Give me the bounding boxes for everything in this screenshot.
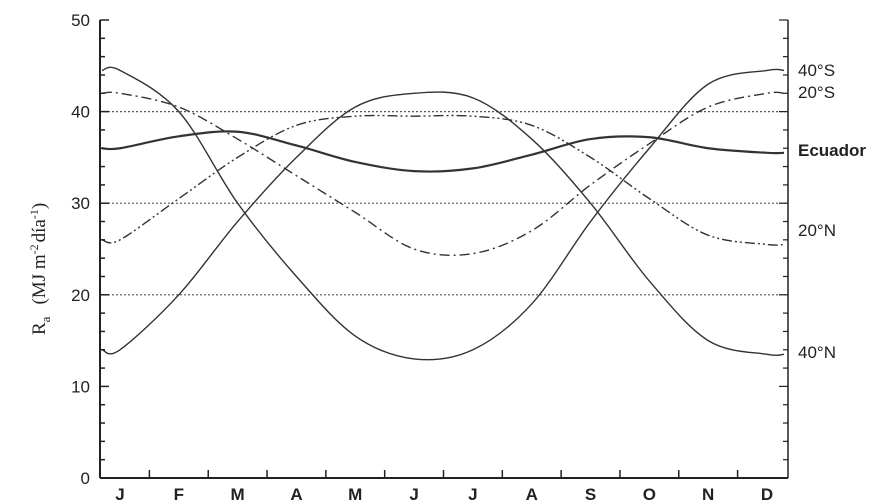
series-label-3: 20°N xyxy=(798,221,836,240)
x-tick-label-5: M xyxy=(348,485,362,504)
series-line-1 xyxy=(101,91,785,256)
y-axis-label-sub: a xyxy=(38,316,53,322)
x-tick-label-8: A xyxy=(526,485,538,504)
series-labels: 40°S 20°S Ecuador 20°N 40°N xyxy=(798,61,866,362)
x-tick-label-9: S xyxy=(585,485,596,504)
x-tick-label-3: M xyxy=(231,485,245,504)
y-tick-label-50: 50 xyxy=(71,11,90,30)
y-tick-label-0: 0 xyxy=(81,469,90,488)
series-label-0: 40°S xyxy=(798,61,835,80)
y-tick-labels: 0 10 20 30 40 50 xyxy=(71,11,90,488)
y-axis-label-main: R xyxy=(29,322,50,335)
x-tick-label-11: N xyxy=(702,485,714,504)
y-axis-label-exp2: -1 xyxy=(27,209,41,219)
y-tick-label-40: 40 xyxy=(71,103,90,122)
series-lines xyxy=(101,66,785,361)
y-axis-label-close: ) xyxy=(29,203,50,209)
x-tick-label-12: D xyxy=(761,485,773,504)
series-line-4 xyxy=(101,91,785,357)
x-tick-label-4: A xyxy=(290,485,302,504)
series-label-2: Ecuador xyxy=(798,141,866,160)
gridlines xyxy=(100,110,788,296)
axes xyxy=(99,19,789,479)
x-tick-label-7: J xyxy=(468,485,477,504)
x-tick-label-2: F xyxy=(174,485,184,504)
y-axis-label-exp1: -2 xyxy=(27,244,41,254)
y-axis-label: Ra (MJ m-2día-1) xyxy=(27,203,53,335)
y-tick-label-30: 30 xyxy=(71,194,90,213)
series-label-4: 40°N xyxy=(798,343,836,362)
y-tick-label-20: 20 xyxy=(71,286,90,305)
series-label-1: 20°S xyxy=(798,83,835,102)
y-axis-label-units2: día xyxy=(29,219,50,243)
y-tick-label-10: 10 xyxy=(71,377,90,396)
x-tick-label-6: J xyxy=(409,485,418,504)
x-tick-label-1: J xyxy=(115,485,124,504)
x-tick-label-10: O xyxy=(643,485,656,504)
series-line-3 xyxy=(101,114,785,246)
series-line-0 xyxy=(101,66,785,361)
series-line-2 xyxy=(101,130,785,173)
y-axis-label-units: (MJ m xyxy=(29,254,50,304)
